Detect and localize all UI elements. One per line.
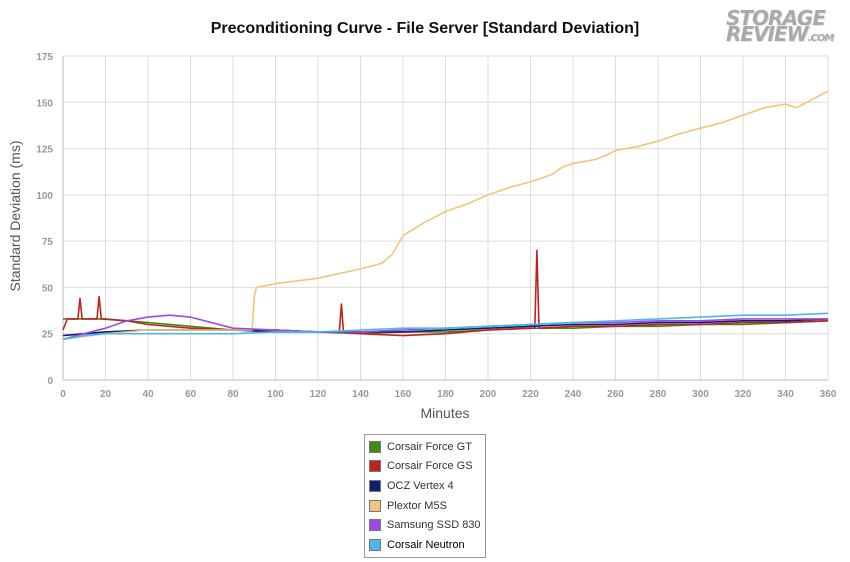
legend-swatch (369, 479, 381, 492)
y-tick-label: 125 (36, 145, 53, 156)
series-line-1 (62, 249, 829, 337)
legend-item[interactable]: Corsair Force GS (369, 457, 485, 477)
x-tick-label: 340 (777, 389, 794, 400)
legend-label: Corsair Force GS (387, 460, 473, 473)
axes: 0 25 50 75 100 125 150 175 0 20 40 60 80 100 120 140 160… (36, 52, 836, 400)
y-tick-label: 25 (42, 330, 54, 341)
x-tick-label: 140 (352, 389, 369, 400)
chart-title: Preconditioning Curve - File Server [Sta… (210, 20, 640, 37)
y-tick-label: 75 (42, 237, 54, 248)
legend-swatch (369, 440, 381, 453)
x-tick-label: 20 (100, 389, 112, 400)
legend-item[interactable]: Plextor M5S (369, 496, 485, 516)
legend-label: OCZ Vertex 4 (387, 479, 454, 492)
series-line-4 (62, 314, 828, 341)
legend-swatch (369, 538, 381, 551)
x-tick-label: 0 (60, 389, 66, 400)
storagereview-logo: STORAGE REVIEW.COM (722, 6, 834, 46)
legend: Corsair Force GT Corsair Force GS OCZ Vert… (364, 434, 486, 558)
legend-label: Corsair Neutron (387, 538, 465, 551)
legend-label: Plextor M5S (387, 499, 447, 512)
x-tick-label: 240 (565, 389, 582, 400)
x-tick-label: 360 (820, 389, 837, 400)
x-tick-label: 40 (142, 389, 154, 400)
x-tick-label: 180 (437, 389, 454, 400)
x-tick-label: 100 (267, 389, 284, 400)
x-tick-label: 220 (522, 389, 539, 400)
y-tick-label: 175 (36, 52, 53, 63)
legend-swatch (369, 519, 381, 532)
logo-line-2: REVIEW.COM (726, 22, 834, 46)
legend-item[interactable]: OCZ Vertex 4 (369, 476, 485, 496)
x-tick-label: 260 (607, 389, 624, 400)
x-tick-label: 120 (310, 389, 327, 400)
x-tick-label: 80 (227, 389, 239, 400)
legend-item[interactable]: Corsair Neutron (369, 535, 485, 555)
legend-item[interactable]: Corsair Force GT (369, 437, 485, 457)
y-axis-label: Standard Deviation (ms) (7, 141, 23, 292)
legend-label: Corsair Force GT (387, 440, 472, 453)
legend-item[interactable]: Samsung SSD 830 (369, 515, 485, 535)
y-tick-label: 50 (42, 283, 54, 294)
x-axis-label: Minutes (420, 405, 469, 421)
x-tick-label: 200 (480, 389, 497, 400)
series-lines (62, 90, 829, 341)
y-tick-label: 150 (36, 98, 53, 109)
series-line-5 (62, 312, 829, 341)
legend-label: Samsung SSD 830 (387, 519, 481, 532)
x-tick-label: 320 (735, 389, 752, 400)
legend-swatch (369, 499, 381, 512)
x-tick-label: 60 (185, 389, 197, 400)
y-tick-label: 0 (47, 376, 53, 387)
logo-line-1: STORAGE (726, 6, 826, 30)
x-tick-label: 160 (395, 389, 412, 400)
legend-swatch (369, 460, 381, 473)
x-tick-label: 280 (650, 389, 667, 400)
x-tick-label: 300 (692, 389, 709, 400)
series-line-3 (62, 90, 829, 341)
y-tick-label: 100 (36, 191, 53, 202)
